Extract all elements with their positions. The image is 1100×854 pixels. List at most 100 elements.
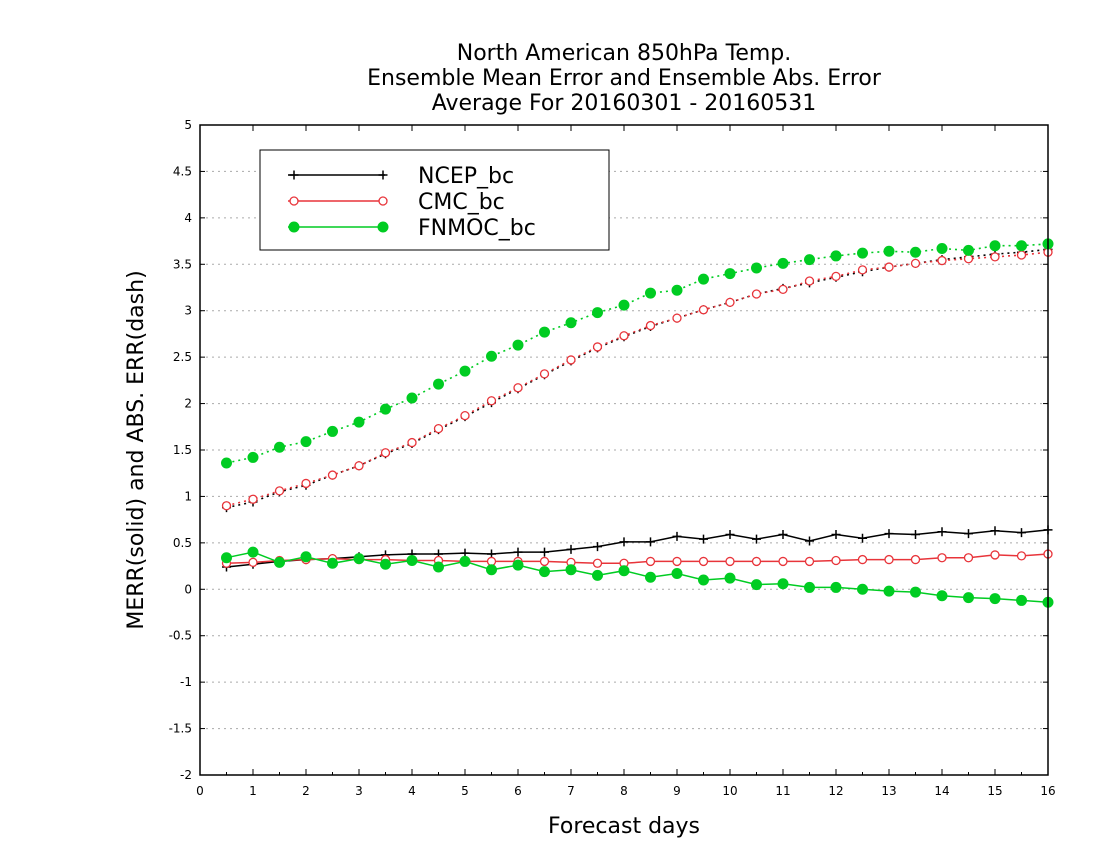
data-point — [618, 299, 630, 311]
data-point — [288, 221, 300, 233]
data-point — [804, 581, 815, 593]
data-point — [751, 556, 762, 567]
data-point — [327, 470, 338, 480]
data-point — [289, 170, 299, 180]
data-point — [964, 529, 973, 539]
data-point — [380, 448, 391, 458]
x-tick-label: 5 — [461, 784, 469, 798]
data-point — [911, 530, 920, 539]
data-point — [858, 533, 867, 543]
data-point — [486, 556, 497, 567]
data-point — [989, 593, 1001, 605]
data-point — [539, 566, 550, 578]
data-point — [937, 527, 947, 537]
data-point — [406, 392, 418, 404]
data-point — [645, 320, 656, 331]
data-point — [910, 246, 921, 258]
series-solid — [221, 546, 1054, 608]
x-tick-label: 6 — [514, 784, 522, 798]
data-point — [433, 561, 444, 573]
y-tick-label: 1.5 — [173, 443, 192, 457]
legend-label: NCEP_bc — [418, 164, 514, 189]
legend-entry: FNMOC_bc — [288, 216, 536, 241]
data-point — [777, 257, 789, 269]
data-point — [274, 486, 285, 496]
data-point — [486, 564, 497, 576]
title-line: Average For 20160301 - 20160531 — [432, 91, 817, 116]
data-point — [593, 542, 602, 552]
data-point — [512, 339, 524, 351]
x-tick-label: 4 — [408, 784, 416, 798]
data-point — [289, 196, 299, 206]
y-tick-label: -0.5 — [169, 629, 192, 643]
x-tick-label: 12 — [828, 784, 843, 798]
data-point — [830, 581, 842, 593]
y-tick-label: 5 — [184, 118, 192, 132]
data-point — [247, 546, 259, 558]
data-point — [937, 553, 947, 563]
y-tick-label: 3 — [184, 304, 192, 318]
data-point — [460, 410, 470, 421]
data-point — [221, 501, 232, 511]
data-point — [805, 536, 814, 546]
data-point — [804, 254, 815, 266]
series-line — [226, 243, 1049, 464]
y-tick-label: 0 — [184, 582, 192, 596]
data-point — [725, 556, 735, 567]
data-point — [751, 262, 762, 274]
data-point — [433, 378, 444, 390]
data-point — [698, 556, 709, 567]
x-tick-label: 1 — [249, 784, 257, 798]
y-axis-label: MERR(solid) and ABS. ERR(dash) — [124, 270, 149, 629]
data-point — [539, 556, 550, 567]
data-point — [830, 250, 842, 262]
data-point — [910, 258, 921, 269]
data-point — [698, 574, 709, 586]
data-point — [884, 529, 894, 539]
data-point — [777, 578, 789, 590]
data-point — [377, 221, 389, 233]
data-point — [592, 342, 603, 352]
data-point — [857, 247, 868, 259]
x-tick-label: 13 — [881, 784, 896, 798]
data-point — [910, 554, 921, 565]
series-line — [226, 248, 1049, 509]
data-point — [406, 555, 418, 566]
data-point — [646, 537, 655, 547]
data-point — [1016, 551, 1027, 561]
chart-title: North American 850hPa Temp.Ensemble Mean… — [367, 41, 882, 116]
y-tick-label: 4.5 — [173, 164, 192, 178]
data-point — [566, 544, 576, 554]
data-point — [671, 568, 683, 579]
x-tick-label: 14 — [934, 784, 949, 798]
title-line: North American 850hPa Temp. — [457, 41, 792, 66]
y-tick-label: 2 — [184, 397, 192, 411]
data-point — [539, 369, 550, 379]
data-point — [936, 590, 948, 602]
data-point — [804, 276, 815, 286]
data-point — [247, 451, 259, 463]
data-point — [327, 425, 338, 437]
data-point — [540, 547, 549, 557]
series-dash — [222, 244, 1053, 513]
data-point — [459, 365, 471, 377]
axes: -2-1.5-1-0.500.511.522.533.544.550 1 2 3 4 5 6… — [169, 118, 1056, 798]
data-point — [353, 553, 365, 565]
data-point — [963, 254, 974, 264]
x-tick-label: 0 — [196, 784, 204, 798]
data-point — [645, 287, 656, 299]
data-point — [566, 355, 576, 365]
data-point — [778, 284, 788, 295]
data-point — [301, 478, 311, 489]
legend-entry: NCEP_bc — [288, 164, 514, 189]
x-tick-label: 3 — [355, 784, 363, 798]
data-point — [672, 556, 682, 567]
x-tick-label: 2 — [302, 784, 310, 798]
data-point — [990, 550, 1000, 560]
data-point — [831, 271, 841, 282]
data-point — [751, 579, 762, 591]
series-solid — [222, 525, 1053, 572]
data-point — [300, 436, 312, 448]
